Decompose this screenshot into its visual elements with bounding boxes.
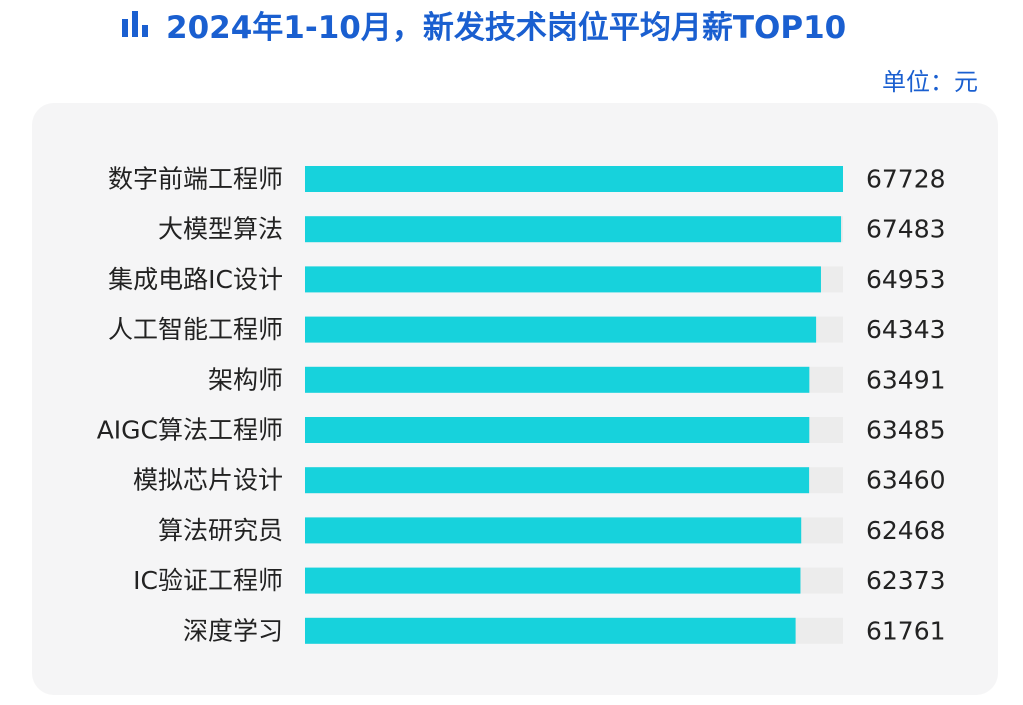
chart-header: 2024年1-10月，新发技术岗位平均月薪TOP10 [120, 2, 846, 46]
value-label: 62468 [866, 516, 946, 545]
value-label: 64953 [866, 265, 946, 294]
bar-6 [305, 467, 810, 494]
value-label: 63460 [866, 466, 946, 495]
bar-3 [305, 316, 817, 343]
value-label: 64343 [866, 315, 946, 344]
value-label: 62373 [866, 566, 946, 595]
chart-panel [32, 103, 998, 695]
category-label: 集成电路IC设计 [108, 265, 283, 294]
value-label: 61761 [866, 616, 946, 645]
category-label: 模拟芯片设计 [133, 466, 283, 495]
category-label: 大模型算法 [158, 215, 283, 244]
bar-9 [305, 617, 796, 644]
category-label: 人工智能工程师 [108, 315, 283, 344]
value-label: 63491 [866, 365, 946, 394]
bar-1 [305, 216, 842, 243]
bar-7 [305, 517, 802, 544]
bar-5 [305, 417, 810, 443]
category-label: IC验证工程师 [133, 566, 283, 595]
chart-title: 2024年1-10月，新发技术岗位平均月薪TOP10 [166, 9, 847, 46]
value-label: 63485 [866, 416, 946, 445]
value-label: 67728 [866, 165, 946, 194]
bar-8 [305, 567, 801, 594]
bar-0 [305, 166, 843, 192]
category-label: 深度学习 [183, 616, 283, 645]
value-label: 67483 [866, 215, 946, 244]
category-label: 数字前端工程师 [108, 165, 283, 194]
unit-label: 单位：元 [882, 68, 978, 96]
bar-chart-icon [120, 9, 154, 39]
category-label: 架构师 [208, 365, 283, 394]
category-label: AIGC算法工程师 [97, 416, 283, 445]
bar-2 [305, 266, 821, 293]
category-label: 算法研究员 [158, 516, 283, 545]
bar-4 [305, 366, 810, 393]
